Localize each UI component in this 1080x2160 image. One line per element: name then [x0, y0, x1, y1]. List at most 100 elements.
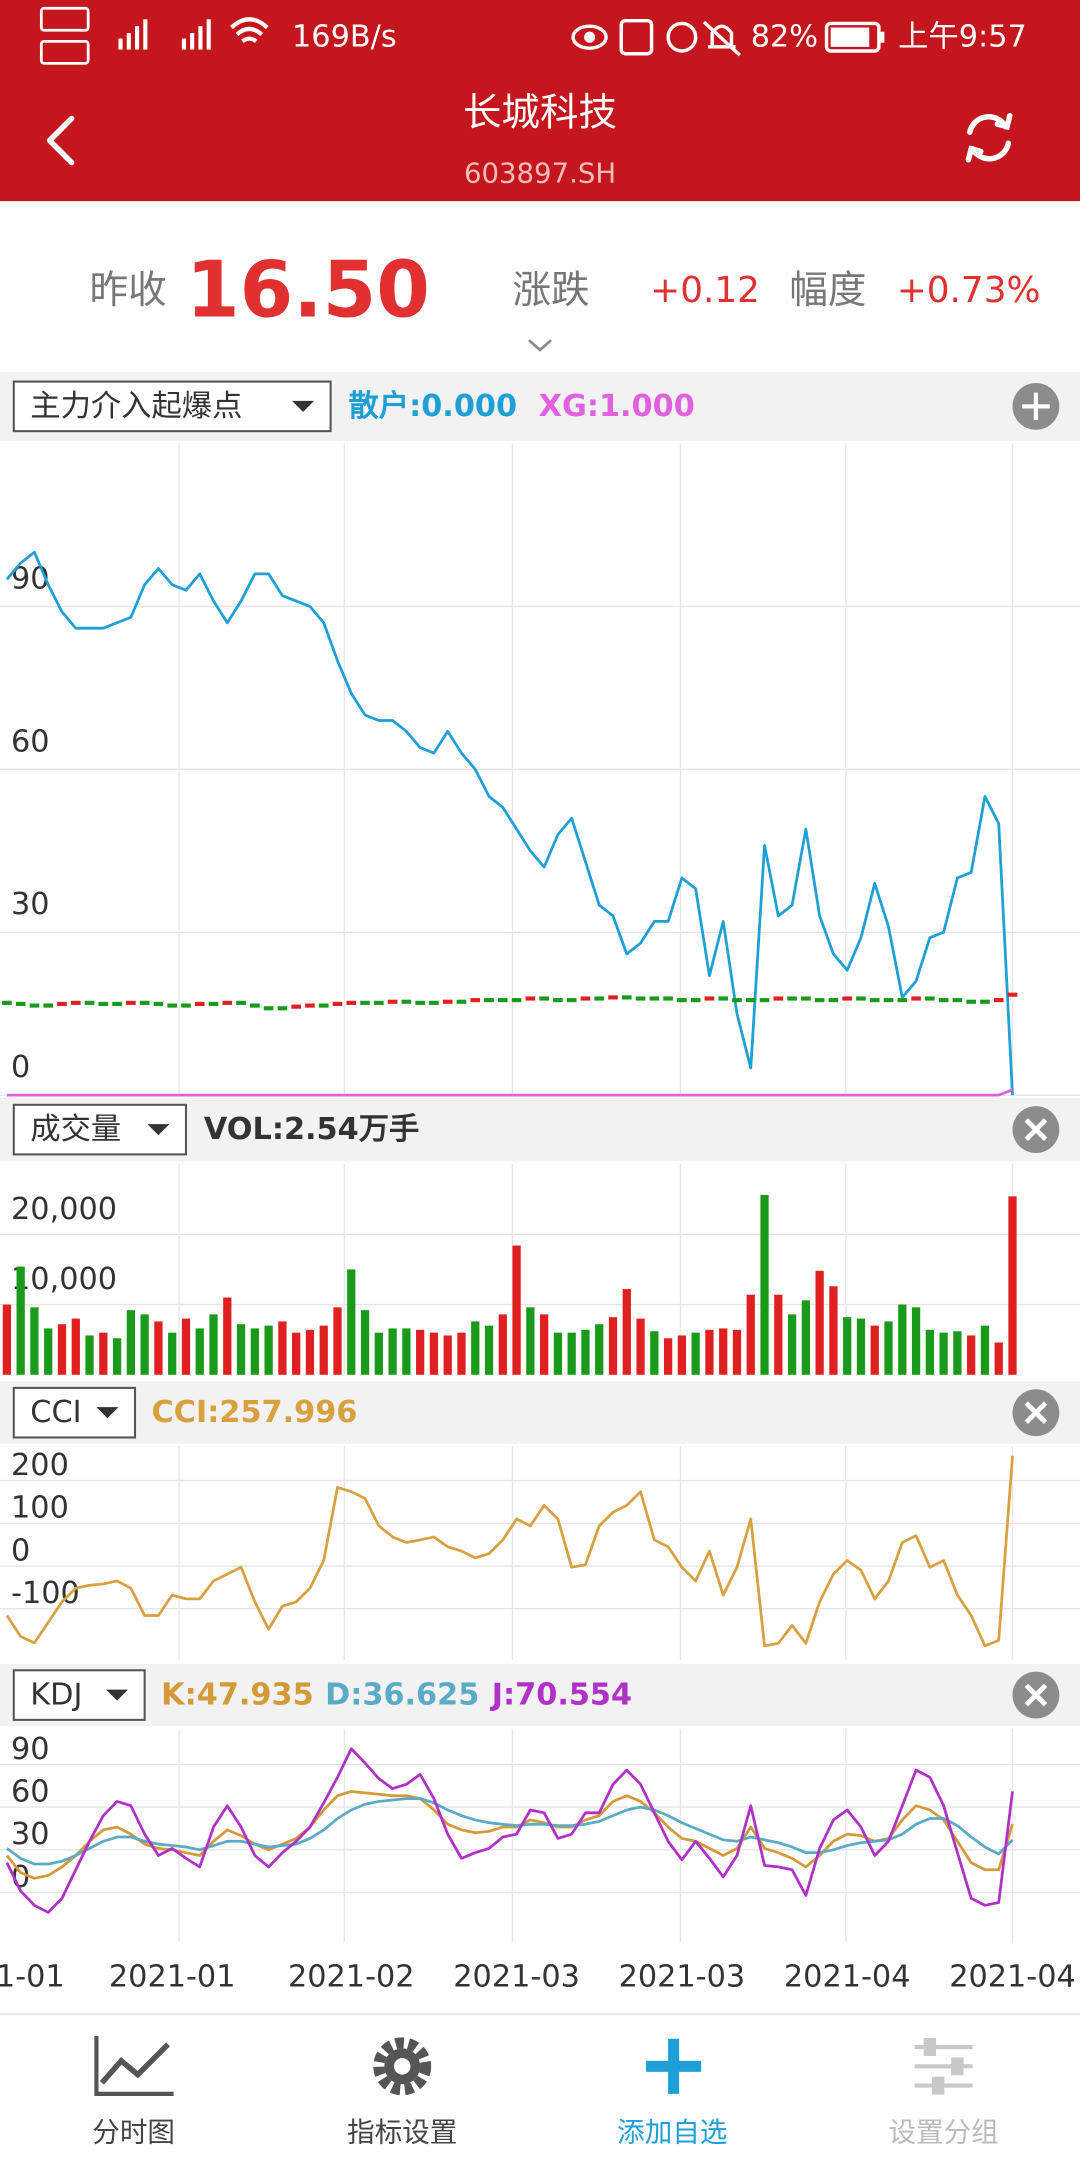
volume-bar: [801, 1300, 810, 1375]
nav-icon-settings[interactable]: [373, 2037, 432, 2096]
volume-bar: [691, 1332, 700, 1375]
y-tick-label: -100: [11, 1576, 80, 1611]
nav-icon-add[interactable]: [646, 2038, 702, 2094]
dropdown-arrow[interactable]: [96, 1407, 119, 1419]
volume-bar: [843, 1317, 852, 1375]
dash-point: [621, 995, 632, 1000]
dropdown-arrow[interactable]: [292, 400, 315, 412]
dash-point: [773, 996, 784, 1001]
dash-point: [966, 999, 976, 1004]
indicator-name[interactable]: CCI: [30, 1395, 81, 1430]
dash-point: [98, 1001, 109, 1006]
volume-bar: [705, 1329, 714, 1375]
amplitude: +0.73%: [897, 270, 1041, 311]
volume-bar: [99, 1332, 108, 1375]
dash-point: [84, 1000, 95, 1005]
y-tick-label: 60: [11, 724, 50, 759]
volume-bar: [870, 1325, 879, 1375]
volume-bar: [443, 1335, 452, 1375]
volume-bar: [925, 1329, 934, 1375]
volume-bar: [787, 1314, 797, 1375]
dash-point: [814, 998, 825, 1003]
dash-point: [649, 996, 660, 1001]
dash-point: [442, 999, 453, 1004]
volume-bar: [30, 1307, 39, 1375]
battery-level: 82%: [751, 20, 818, 55]
dash-point: [787, 996, 797, 1001]
volume-bar: [567, 1332, 576, 1375]
nav-label[interactable]: 指标设置: [347, 2116, 457, 2148]
nav-icon-group[interactable]: [914, 2038, 973, 2095]
back-button[interactable]: [46, 115, 75, 166]
dash-point: [993, 998, 1004, 1003]
nav-label[interactable]: 添加自选: [617, 2116, 727, 2148]
expand-chevron[interactable]: [528, 339, 552, 352]
change-label: 涨跌: [512, 268, 589, 313]
y-tick-label: 90: [11, 1732, 50, 1767]
volume-bar: [126, 1310, 135, 1375]
dash-point: [139, 1000, 150, 1005]
dash-point: [250, 1003, 260, 1008]
volume-bar: [622, 1289, 631, 1375]
dash-point: [553, 998, 563, 1003]
volume-bar: [195, 1328, 204, 1375]
volume-bar: [347, 1269, 356, 1375]
indicator-name[interactable]: KDJ: [30, 1678, 82, 1713]
volume-bar: [760, 1194, 769, 1375]
volume-bar: [168, 1332, 177, 1375]
volume-bar: [292, 1332, 301, 1375]
dash-point: [456, 999, 467, 1004]
volume-bar: [884, 1321, 893, 1375]
dropdown-arrow[interactable]: [106, 1689, 129, 1701]
volume-bar: [416, 1329, 425, 1375]
dash-point: [291, 1004, 301, 1009]
volume-bar: [2, 1304, 12, 1375]
volume-bar: [663, 1338, 673, 1375]
volume-bar: [71, 1318, 80, 1375]
legend-value: K:47.935: [161, 1678, 314, 1713]
volume-bar: [953, 1331, 962, 1375]
nav-label[interactable]: 分时图: [92, 2116, 175, 2148]
volume-bar: [732, 1329, 742, 1375]
volume-bar: [815, 1270, 824, 1375]
indicator-name[interactable]: 主力介入起爆点: [30, 389, 242, 424]
series-line: [5, 1747, 1014, 1914]
indicator-name[interactable]: 成交量: [30, 1112, 121, 1147]
nav-icon-timeshare[interactable]: [94, 2036, 174, 2096]
dash-point: [635, 996, 646, 1001]
dash-point: [497, 998, 508, 1003]
indicator-bar: [0, 1381, 1080, 1444]
dash-point: [15, 1001, 26, 1006]
volume-bar: [360, 1310, 370, 1375]
dash-point: [470, 998, 481, 1003]
volume-bar: [388, 1328, 397, 1375]
dropdown-arrow[interactable]: [147, 1124, 170, 1136]
dash-point: [525, 996, 536, 1001]
dash-point: [856, 996, 866, 1001]
volume-bar: [429, 1332, 439, 1375]
dash-point: [677, 998, 687, 1003]
refresh-button[interactable]: [965, 112, 1013, 163]
series-line: [5, 550, 1014, 1096]
volume-bar: [236, 1324, 246, 1375]
dash-point: [952, 998, 963, 1003]
volume-bar: [677, 1335, 687, 1375]
y-tick-label: 30: [11, 1817, 50, 1852]
indicator-dropdown[interactable]: [12, 380, 332, 433]
dash-point: [29, 1003, 40, 1008]
nav-label[interactable]: 设置分组: [889, 2116, 999, 2148]
y-tick-label: 20,000: [11, 1192, 117, 1227]
volume-bar: [967, 1335, 976, 1375]
indicator-dropdown[interactable]: [12, 1386, 137, 1439]
dash-point: [511, 998, 522, 1003]
volume-bar: [319, 1325, 328, 1375]
dash-point: [484, 998, 494, 1003]
volume-bar: [608, 1317, 618, 1375]
volume-bar: [540, 1314, 549, 1375]
volume-bar: [774, 1294, 783, 1375]
indicator-dropdown[interactable]: [12, 1669, 146, 1721]
y-tick-label: 30: [11, 887, 50, 922]
dash-point: [70, 1000, 81, 1005]
x-tick-label: 21-01: [0, 1959, 65, 1994]
